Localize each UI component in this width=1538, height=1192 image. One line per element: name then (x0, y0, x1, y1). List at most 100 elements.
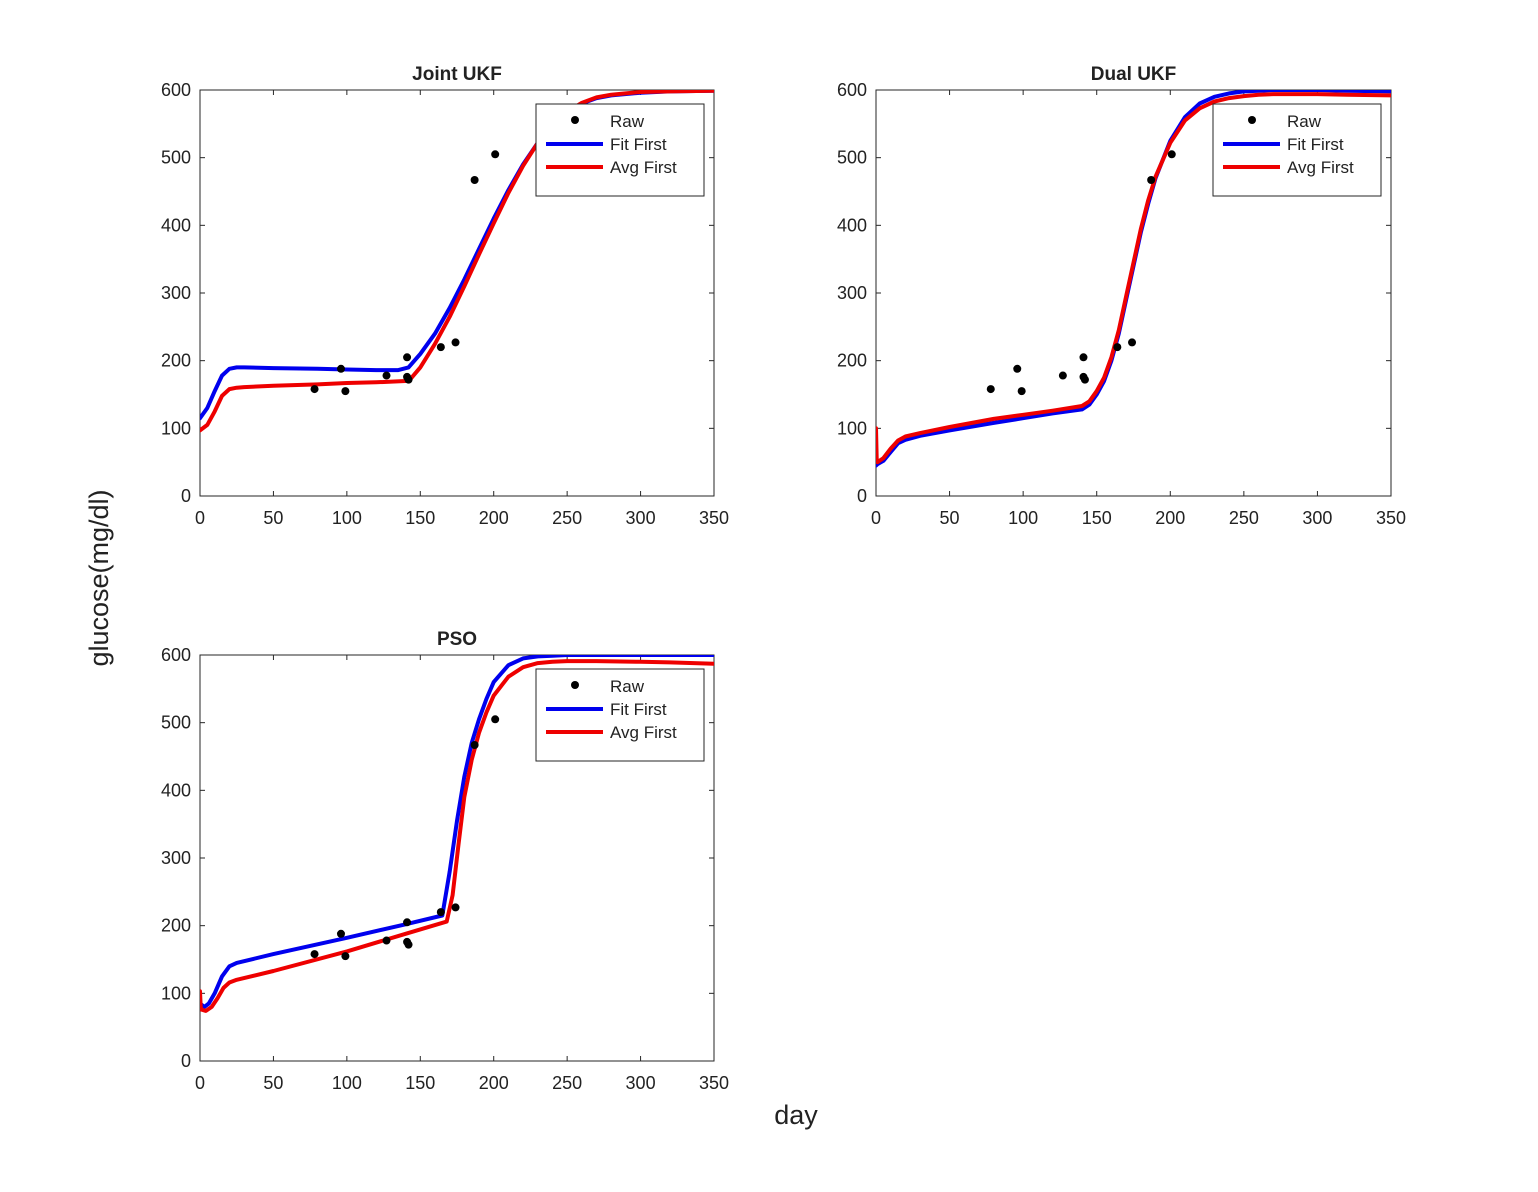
raw-point (1080, 375, 1089, 384)
x-tick-label: 250 (552, 508, 582, 528)
legend-box (535, 103, 705, 197)
x-tick-label: 0 (195, 508, 205, 528)
x-tick-label: 0 (195, 1073, 205, 1093)
x-tick-label: 300 (626, 1073, 656, 1093)
raw-point (451, 903, 460, 912)
legend-box (535, 668, 705, 762)
x-tick-label: 50 (263, 1073, 283, 1093)
x-tick-label: 300 (1302, 508, 1332, 528)
y-tick-label: 200 (837, 351, 867, 371)
legend: Raw Fit First Avg First (1212, 103, 1382, 197)
x-tick-label: 100 (332, 508, 362, 528)
x-tick-label: 150 (405, 508, 435, 528)
chart-pso: 0 50 100 150 200 250 300 350 0 100 200 300 400 500 600… (161, 629, 729, 1093)
plot-area (876, 90, 1391, 468)
legend-box (1212, 103, 1382, 197)
y-tick-label: 400 (161, 215, 191, 235)
plot-area (200, 655, 714, 1013)
x-tick-label: 50 (263, 508, 283, 528)
legend-label-raw: Raw (610, 112, 645, 131)
y-tick-label: 300 (161, 848, 191, 868)
plot-area (200, 90, 714, 433)
y-tick-label: 0 (181, 486, 191, 506)
series-line-avg-first (200, 659, 714, 1013)
legend-label-raw: Raw (610, 677, 645, 696)
raw-point (341, 387, 350, 396)
raw-point (470, 740, 479, 749)
x-tick-label: 100 (332, 1073, 362, 1093)
y-tick-label: 300 (161, 283, 191, 303)
legend-label-avg-first: Avg First (1287, 158, 1354, 177)
raw-point (986, 385, 995, 394)
raw-point (341, 952, 350, 961)
raw-point (436, 343, 445, 352)
x-tick-label: 200 (479, 1073, 509, 1093)
x-tick-label: 350 (699, 1073, 729, 1093)
x-tick-label: 200 (479, 508, 509, 528)
raw-point (436, 908, 445, 917)
y-tick-label: 100 (161, 418, 191, 438)
y-tick-label: 500 (161, 713, 191, 733)
raw-point (1167, 150, 1176, 159)
raw-point (403, 918, 412, 927)
legend-label-fit-first: Fit First (1287, 135, 1344, 154)
x-axis-label: day (774, 1100, 818, 1130)
legend-label-avg-first: Avg First (610, 158, 677, 177)
y-tick-label: 500 (837, 148, 867, 168)
y-tick-label: 300 (837, 283, 867, 303)
raw-point (491, 150, 500, 159)
raw-point (382, 936, 391, 945)
legend-raw-marker (1248, 116, 1256, 124)
legend-label-avg-first: Avg First (610, 723, 677, 742)
raw-point (470, 175, 479, 184)
raw-point (404, 375, 413, 384)
legend-raw-marker (571, 116, 579, 124)
raw-point (1058, 371, 1067, 380)
legend: Raw Fit First Avg First (535, 103, 705, 197)
x-tick-label: 250 (552, 1073, 582, 1093)
y-tick-label: 0 (181, 1051, 191, 1071)
y-tick-label: 200 (161, 916, 191, 936)
raw-point (1147, 175, 1156, 184)
y-tick-label: 600 (161, 80, 191, 100)
x-tick-label: 300 (626, 508, 656, 528)
x-tick-label: 350 (699, 508, 729, 528)
legend: Raw Fit First Avg First (535, 668, 705, 762)
y-axis-label: glucose(mg/dl) (84, 489, 114, 666)
y-tick-label: 600 (161, 645, 191, 665)
raw-point (1113, 343, 1122, 352)
y-tick-label: 500 (161, 148, 191, 168)
series-line-fit-first (200, 655, 714, 1009)
legend-raw-marker (571, 681, 579, 689)
raw-point (491, 715, 500, 724)
legend-label-fit-first: Fit First (610, 135, 667, 154)
series-line-avg-first (876, 92, 1391, 465)
x-tick-label: 100 (1008, 508, 1038, 528)
raw-point (1079, 353, 1088, 362)
y-tick-label: 400 (161, 780, 191, 800)
chart-title: PSO (437, 629, 477, 650)
x-tick-label: 50 (940, 508, 960, 528)
y-tick-label: 0 (857, 486, 867, 506)
raw-point (1128, 338, 1137, 347)
y-tick-label: 100 (837, 418, 867, 438)
chart-title: Joint UKF (412, 64, 502, 85)
raw-point (1013, 364, 1022, 373)
chart-title: Dual UKF (1091, 64, 1177, 85)
raw-point (310, 385, 319, 394)
y-tick-label: 200 (161, 351, 191, 371)
raw-point (1017, 387, 1026, 396)
y-tick-label: 600 (837, 80, 867, 100)
legend-label-fit-first: Fit First (610, 700, 667, 719)
x-tick-label: 150 (405, 1073, 435, 1093)
chart-dual-ukf: 0 50 100 150 200 250 300 350 0 100 200 300 400 500 600… (837, 64, 1406, 528)
series-line-avg-first (200, 90, 714, 433)
raw-point (336, 929, 345, 938)
raw-point (404, 940, 413, 949)
raw-point (382, 371, 391, 380)
x-tick-label: 250 (1229, 508, 1259, 528)
raw-point (336, 364, 345, 373)
x-tick-label: 200 (1155, 508, 1185, 528)
raw-point (451, 338, 460, 347)
